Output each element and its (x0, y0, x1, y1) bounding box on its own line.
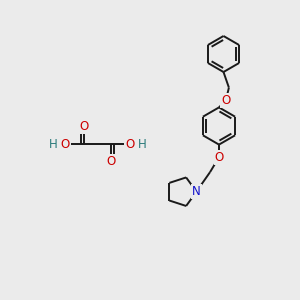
Text: O: O (214, 151, 224, 164)
Text: O: O (125, 137, 134, 151)
Text: O: O (80, 120, 88, 134)
Text: O: O (106, 154, 116, 168)
Text: N: N (192, 185, 201, 198)
Text: H: H (137, 137, 146, 151)
Text: N: N (192, 185, 201, 198)
Text: H: H (49, 137, 58, 151)
Text: O: O (221, 94, 230, 107)
Text: O: O (61, 137, 70, 151)
